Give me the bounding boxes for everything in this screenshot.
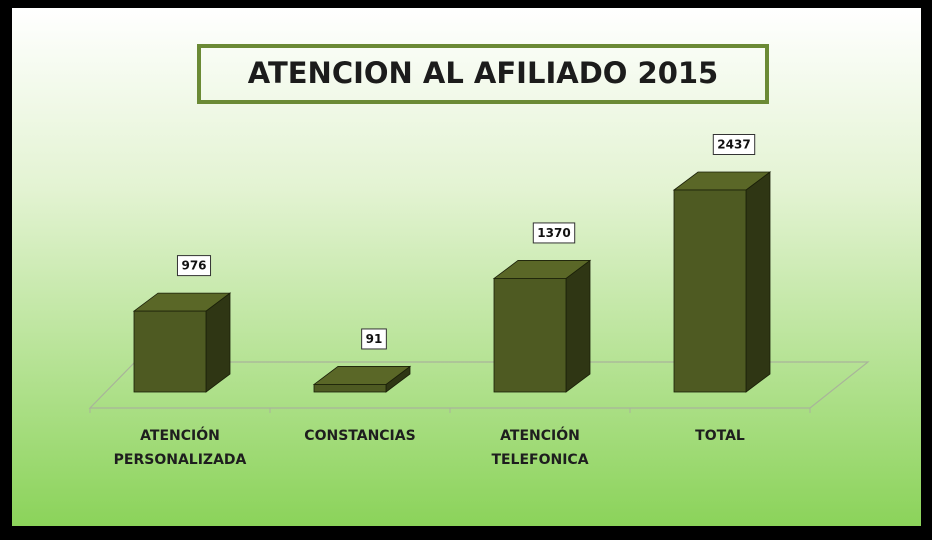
value-label-box [532,222,576,244]
label-line: PERSONALIZADA [114,452,247,468]
label-line: ATENCIÓN [140,426,220,444]
value-label: 976 [181,259,206,273]
x-tick-label: CONSTANCIAS [304,428,415,444]
label-line: ATENCIÓN [500,426,580,444]
floor [88,361,870,409]
bar-front [313,384,387,393]
value-label-box [361,328,387,350]
bar [132,292,232,393]
plot: 976 ATENCIÓN PERSONALIZADA 91 CONSTANCIAS 137… [89,134,811,468]
bar [312,365,412,393]
value-label-box [712,134,756,155]
label-line: TELEFONICA [491,452,588,468]
bar-front [493,278,567,393]
x-tick-label: TOTAL [695,428,745,444]
bar-front [673,189,747,393]
bar-front [133,310,207,393]
x-tick-label: ATENCIÓN TELEFONICA [491,426,588,468]
value-label: 2437 [717,138,750,152]
bar-side [745,171,771,393]
value-label-box [176,255,212,277]
x-tick-label: ATENCIÓN PERSONALIZADA [114,426,247,468]
bar [672,171,772,393]
value-label: 91 [366,332,383,346]
chart-title: ATENCION AL AFILIADO 2015 [248,56,718,90]
title-box [197,44,769,104]
bar [492,259,592,393]
value-label: 1370 [537,226,570,240]
bar-side [565,259,591,393]
